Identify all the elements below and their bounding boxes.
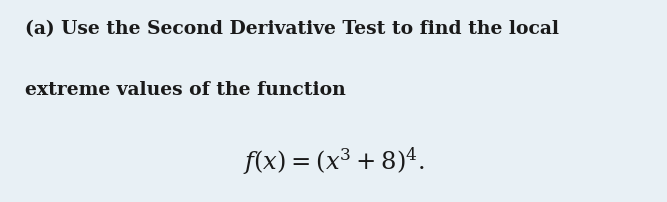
Text: (a) Use the Second Derivative Test to find the local: (a) Use the Second Derivative Test to fi… <box>25 20 560 38</box>
Text: extreme values of the function: extreme values of the function <box>25 81 346 99</box>
Text: $f(x) = (x^3 + 8)^4.$: $f(x) = (x^3 + 8)^4.$ <box>243 145 424 177</box>
